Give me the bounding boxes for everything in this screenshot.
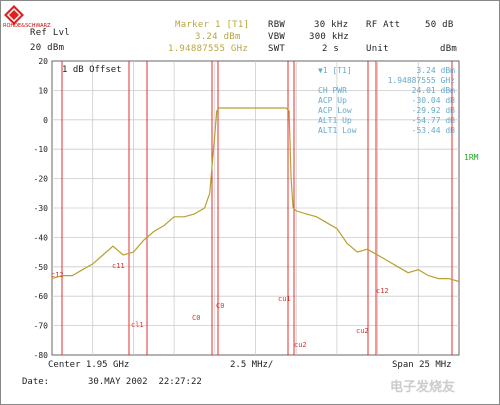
rbw-value: 30 kHz [314, 20, 349, 30]
y-tick-labels: 20 10 0 -10 -20 -30 -40 -50 -60 -70 -80 [34, 57, 49, 360]
watermark: 电子发烧友 [390, 380, 456, 395]
unit-value: dBm [440, 44, 458, 54]
spectrum-trace [51, 107, 460, 283]
marker-table-value: 1.94887555 GHz [388, 76, 456, 85]
channel-label: cu2 [356, 327, 369, 335]
vbw-label: VBW [268, 32, 286, 42]
ref-lvl-label: Ref Lvl [30, 28, 71, 38]
offset-label: 1 dB Offset [62, 65, 122, 75]
channel-label: C0 [216, 302, 224, 310]
y-tick-label: -20 [34, 175, 49, 184]
y-tick-label: -50 [34, 263, 49, 272]
marker-table-value: -29.92 dB [412, 106, 456, 115]
y-tick-label: -10 [34, 145, 49, 154]
marker-table-name: ALT1 Low [318, 126, 357, 135]
brand-text: ROHDE&SCHWARZ [3, 23, 51, 29]
channel-label: c12 [376, 287, 389, 295]
marker-table-value: 3.24 dBm [416, 66, 455, 75]
marker-table-name: ACP Low [318, 106, 352, 115]
marker-table-value: -53.44 dB [412, 126, 456, 135]
y-tick-label: -70 [34, 322, 49, 331]
date-label: Date: [22, 377, 50, 387]
channel-label: cu2 [294, 341, 307, 349]
y-tick-label: 0 [43, 116, 48, 125]
marker-table-name: ACP Up [318, 96, 347, 105]
rf-att-value: 50 dB [425, 20, 454, 30]
swt-value: 2 s [322, 44, 340, 54]
y-tick-label: -30 [34, 204, 49, 213]
rbw-label: RBW [268, 20, 286, 30]
marker-table-value: -54.77 dB [412, 116, 456, 125]
vbw-value: 300 kHz [309, 32, 350, 42]
y-tick-label: -80 [34, 351, 49, 360]
ref-lvl-value: 20 dBm [30, 43, 65, 53]
span-per-division: 2.5 MHz/ [230, 360, 274, 370]
y-tick-label: 20 [38, 57, 48, 66]
unit-label: Unit [366, 44, 389, 54]
channel-label: cl1 [131, 321, 144, 329]
marker-frequency: 1.94887555 GHz [168, 44, 249, 54]
marker-table-name: ▼1 [T1] [318, 66, 352, 75]
marker-table-value: 24.01 dBm [412, 86, 456, 95]
swt-label: SWT [268, 44, 286, 54]
marker-level: 3.24 dBm [195, 32, 241, 42]
marker-label: Marker 1 [T1] [175, 20, 250, 30]
channel-label: c12 [51, 271, 64, 279]
channel-label: C0 [192, 314, 200, 322]
marker-table-name: ALT1 Up [318, 116, 352, 125]
y-tick-label: -40 [34, 233, 49, 242]
rohde-schwarz-logo-icon [4, 5, 24, 25]
rf-att-label: RF Att [366, 20, 401, 30]
span-label: Span 25 MHz [392, 360, 452, 370]
channel-label: c11 [112, 262, 125, 270]
plot-grid [52, 61, 459, 355]
side-label: 1RM [464, 153, 479, 162]
marker-table-value: -30.04 dB [412, 96, 456, 105]
y-tick-label: 10 [38, 86, 48, 95]
channel-label: cu1 [278, 295, 291, 303]
marker-table-name: CH PWR [318, 86, 347, 95]
y-tick-label: -60 [34, 292, 49, 301]
date-value: 30.MAY 2002 22:27:22 [88, 377, 202, 387]
channel-labels: c12 c11 cl1 C0 C0 cu1 cu2 cu2 c12 [51, 262, 389, 349]
center-frequency: Center 1.95 GHz [48, 360, 130, 370]
